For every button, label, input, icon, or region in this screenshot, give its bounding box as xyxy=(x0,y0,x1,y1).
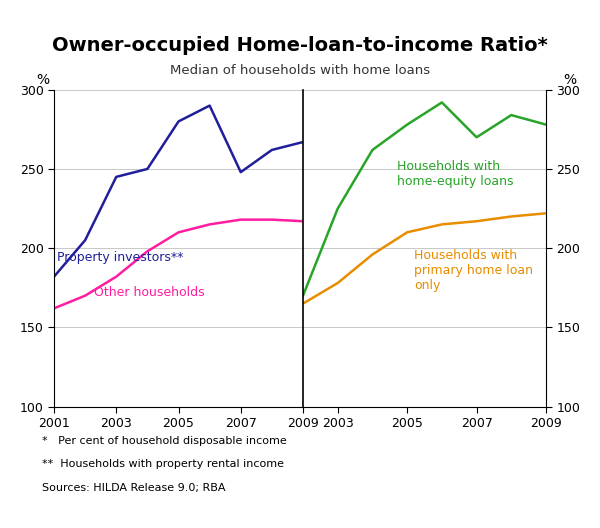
Text: Median of households with home loans: Median of households with home loans xyxy=(170,63,430,77)
Text: Owner-occupied Home-loan-to-income Ratio*: Owner-occupied Home-loan-to-income Ratio… xyxy=(52,36,548,55)
Text: Households with
home-equity loans: Households with home-equity loans xyxy=(397,160,513,188)
Text: Other households: Other households xyxy=(94,286,205,299)
Text: Sources: HILDA Release 9.0; RBA: Sources: HILDA Release 9.0; RBA xyxy=(42,483,226,493)
Text: %: % xyxy=(563,72,576,87)
Text: %: % xyxy=(37,72,50,87)
Text: *   Per cent of household disposable income: * Per cent of household disposable incom… xyxy=(42,436,287,446)
Text: Households with
primary home loan
only: Households with primary home loan only xyxy=(414,249,533,293)
Text: Property investors**: Property investors** xyxy=(57,251,184,264)
Text: **  Households with property rental income: ** Households with property rental incom… xyxy=(42,459,284,469)
